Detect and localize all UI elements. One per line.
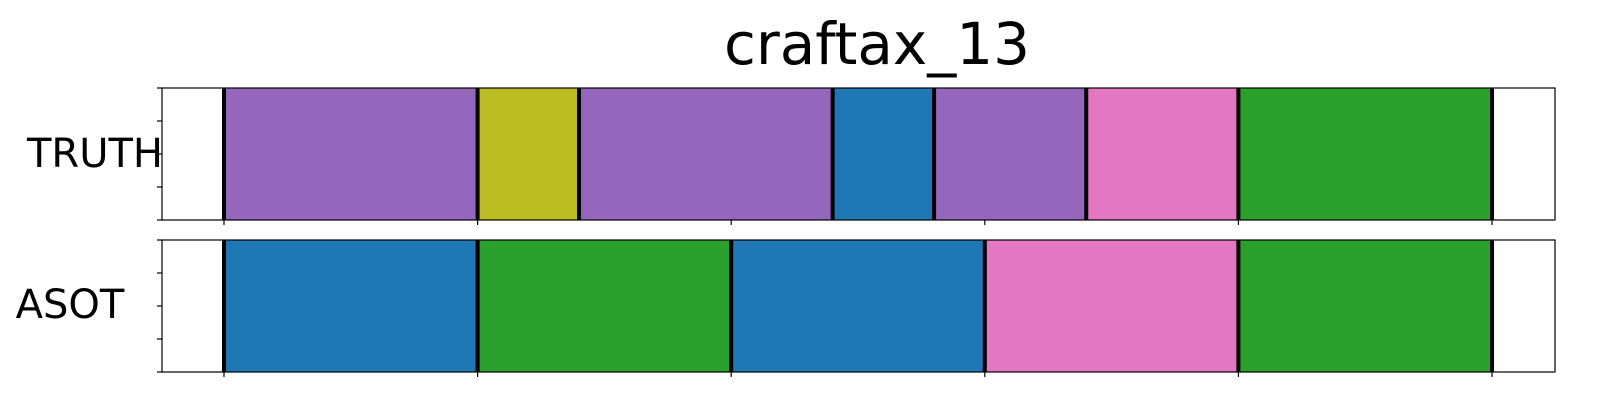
- segment-1: [224, 88, 478, 220]
- segment-3: [579, 88, 833, 220]
- segment-3: [731, 240, 985, 372]
- segment-1: [224, 240, 478, 372]
- row-label: TRUTH: [26, 131, 163, 177]
- row-label: ASOT: [16, 282, 125, 328]
- chart-title: craftax_13: [724, 10, 1030, 78]
- segment-7: [1238, 88, 1492, 220]
- segment-5: [934, 88, 1087, 220]
- row-asot: ASOT: [16, 239, 1556, 377]
- segment-6: [1086, 88, 1239, 220]
- segment-5: [1238, 240, 1492, 372]
- segment-2: [477, 88, 580, 220]
- segment-4: [832, 88, 935, 220]
- segment-2: [477, 240, 732, 372]
- segment-4: [984, 240, 1239, 372]
- row-truth: TRUTH: [26, 87, 1556, 225]
- rows-layer: TRUTH ASOT: [16, 87, 1556, 377]
